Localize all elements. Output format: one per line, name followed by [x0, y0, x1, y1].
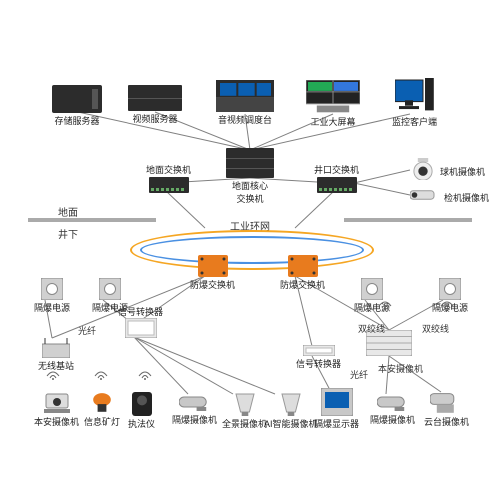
ptz_cam: 云台摄像机	[424, 390, 469, 428]
storage: 存储服务器	[52, 85, 102, 127]
wifi-icon-3	[378, 300, 392, 310]
video: 视频服务器	[128, 85, 182, 125]
bigscreen-label: 工业大屏幕	[306, 115, 360, 128]
ground-switch: 地面交换机	[146, 175, 191, 193]
signal-converter-r-label: 信号转换器	[296, 357, 341, 370]
avdesk-label: 音视频调度台	[216, 113, 274, 126]
bodycam-label: 执法仪	[128, 417, 155, 430]
ai_cam-label: AI智能摄像机	[264, 417, 318, 430]
video-label: 视频服务器	[128, 112, 182, 125]
exsw_r: 防爆交换机	[280, 255, 325, 291]
ia-cam-r-label: 本安摄像机	[378, 362, 423, 375]
twisted-pair-r2: 双绞线	[422, 322, 449, 335]
zone-bar-right	[344, 218, 472, 222]
signal-converter-l-label: 信号转换器	[118, 305, 163, 318]
inspection-camera-label: 检机摄像机	[444, 191, 489, 204]
pano_cam: 全景摄像机	[222, 392, 267, 430]
avdesk: 音视频调度台	[216, 80, 274, 126]
miner_lamp: 信息矿灯	[84, 392, 120, 428]
industrial-ring-inner	[140, 236, 364, 264]
ground-switch-label: 地面交换机	[146, 163, 191, 176]
exsw_l-label: 防爆交换机	[190, 278, 235, 291]
miner_lamp-label: 信息矿灯	[84, 415, 120, 428]
exsw_l: 防爆交换机	[190, 255, 235, 291]
wireless-base-station: 无线基站	[38, 338, 74, 372]
wifi-icon-2	[138, 370, 152, 380]
ptz_cam-label: 云台摄像机	[424, 415, 469, 428]
exsw_r-label: 防爆交换机	[280, 278, 325, 291]
well-switch-label: 井口交换机	[314, 163, 359, 176]
ex_cam1: 隔爆摄像机	[172, 392, 217, 426]
ex_cam1-label: 隔爆摄像机	[172, 413, 217, 426]
wifi-icon-4	[440, 300, 454, 310]
client-label: 监控客户端	[392, 115, 437, 128]
zone-bar-left	[28, 218, 156, 222]
dome-camera-label: 球机摄像机	[440, 165, 485, 178]
fiber-label-l: 光纤	[78, 324, 96, 337]
wifi-icon-1	[94, 370, 108, 380]
ex-power-l1: 隔爆电源	[34, 278, 70, 314]
zone-underground-label: 井下	[58, 226, 78, 241]
ex_cam2-label: 隔爆摄像机	[370, 413, 415, 426]
ia_cam: 本安摄像机	[34, 392, 79, 428]
core-switch-label: 地面核心交换机	[226, 179, 274, 205]
fiber-label-r: 光纤	[350, 368, 368, 381]
storage-label: 存储服务器	[52, 114, 102, 127]
bodycam: 执法仪	[128, 392, 155, 430]
wifi-icon-0	[46, 370, 60, 380]
inspection-camera: 检机摄像机	[410, 188, 440, 202]
pano_cam-label: 全景摄像机	[222, 417, 267, 430]
ia_cam-label: 本安摄像机	[34, 415, 79, 428]
ex_cam2: 隔爆摄像机	[370, 392, 415, 426]
client: 监控客户端	[392, 78, 437, 128]
ex-power-l1-label: 隔爆电源	[34, 301, 70, 314]
core-switch: 地面核心交换机	[226, 148, 274, 205]
ex_disp: 隔爆显示器	[314, 388, 359, 430]
bigscreen: 工业大屏幕	[306, 80, 360, 128]
signal-converter-l: 信号转换器	[118, 317, 163, 338]
signal-converter-r: 信号转换器	[296, 345, 341, 370]
dome-camera: 球机摄像机	[410, 158, 436, 180]
ai_cam: AI智能摄像机	[264, 392, 318, 430]
well-switch: 井口交换机	[314, 175, 359, 193]
zone-surface-label: 地面	[58, 204, 78, 219]
ex_disp-label: 隔爆显示器	[314, 417, 359, 430]
twisted-pair-r1: 双绞线	[358, 322, 385, 335]
